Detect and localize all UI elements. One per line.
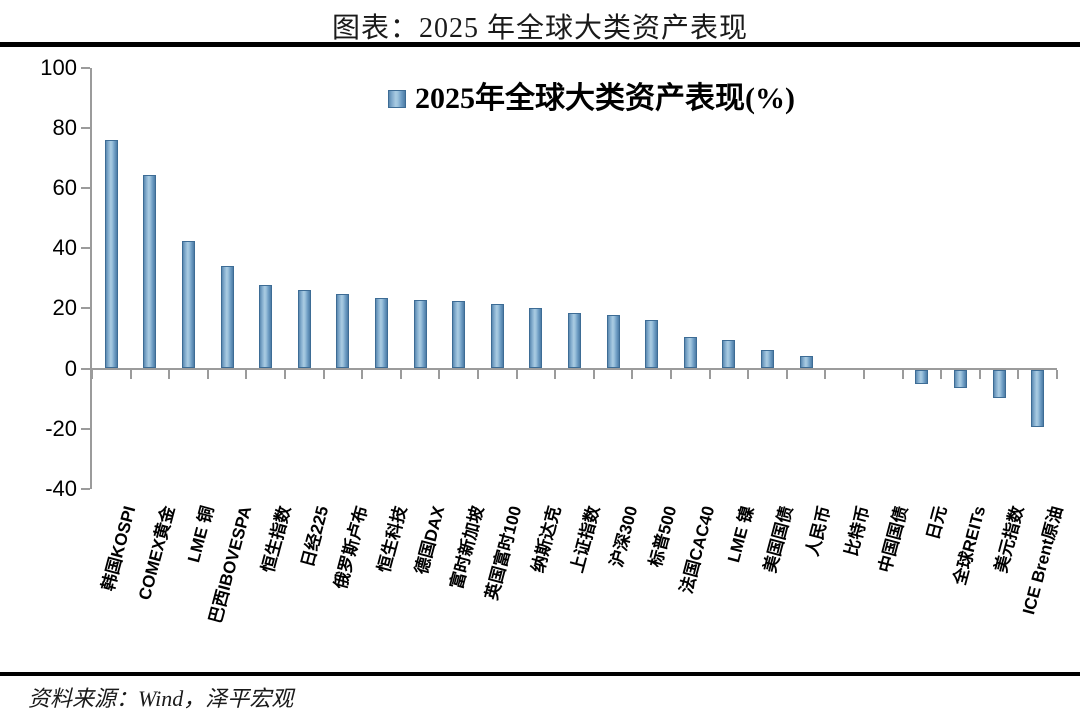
bar [645,320,659,369]
x-axis-tick [129,369,132,379]
x-axis-tick [631,369,634,379]
bar [529,307,543,369]
y-axis-tick [81,247,90,250]
x-axis-tick [399,369,402,379]
x-axis-tick [863,369,865,379]
x-axis-tick [824,369,827,379]
y-axis-tick [81,186,90,189]
y-axis-label: 80 [52,114,77,140]
bar [259,284,273,369]
bar [722,339,736,369]
x-axis-tick [785,369,788,379]
y-axis-tick [81,66,90,69]
x-axis-tick [322,369,325,379]
x-axis-tick [670,369,672,379]
chart-legend: 2025年全球大类资产表现(%) [388,84,795,114]
x-axis-tick [477,369,479,379]
source-note: 资料来源：Wind，泽平宏观 [28,686,294,711]
y-axis-label: 60 [52,174,77,200]
x-axis-tick [592,369,595,379]
x-axis-tick [206,369,209,379]
y-axis-tick [81,427,90,430]
x-axis-tick [1017,369,1020,379]
y-axis-tick [81,307,90,310]
x-axis-tick [438,369,441,379]
x-axis-tick [1056,369,1058,379]
bar [452,300,466,369]
y-axis-tick [81,487,90,490]
title-divider [0,42,1080,47]
x-axis-tick [940,369,943,379]
bar [683,337,697,369]
x-axis-tick [168,369,171,379]
bar [336,293,350,369]
x-axis-tick [245,369,248,379]
x-axis-tick [747,369,750,379]
bar [182,240,195,369]
y-axis-label: 0 [64,355,77,381]
bar-chart-plot-area: 2025年全球大类资产表现(%) 100 80 60 40 20 0 -20 -40 韩国KOS… [40,54,1066,625]
y-axis-label: 40 [52,235,77,261]
bar [606,315,620,369]
x-axis-tick [901,369,904,379]
bar [297,289,311,369]
y-axis-label: -20 [45,415,77,441]
bar [568,312,581,369]
y-axis-label: 20 [52,295,77,321]
legend-swatch-icon [388,90,406,108]
legend-label: 2025年全球大类资产表现(%) [415,82,795,115]
bar [992,369,1006,399]
x-axis-line [90,367,1057,370]
bar [915,369,929,384]
y-axis-tick [81,367,90,370]
bar [375,297,388,369]
y-axis-label: -40 [45,475,77,501]
footer-divider [0,672,1080,676]
bar [220,265,234,369]
bar [761,350,774,369]
y-axis-line [90,67,92,489]
x-axis-tick [708,369,711,379]
x-axis-tick [284,369,286,379]
x-axis-tick [978,369,981,379]
x-axis-tick [91,369,93,379]
x-axis-tick [361,369,364,379]
chart-title: 图表：2025 年全球大类资产表现 [331,13,748,44]
bar [143,174,157,369]
bar [490,304,504,369]
y-axis-label: 100 [40,54,77,80]
y-axis-tick [81,126,90,129]
bar [413,299,427,369]
bar [1031,369,1045,427]
bar [104,140,118,369]
bar [954,369,967,389]
x-axis-tick [554,369,557,379]
x-axis-tick [515,369,518,379]
